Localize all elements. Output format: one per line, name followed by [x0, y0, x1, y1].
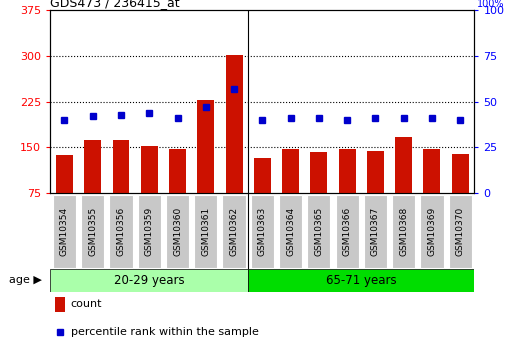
FancyBboxPatch shape	[223, 195, 246, 268]
Text: GSM10363: GSM10363	[258, 207, 267, 256]
FancyBboxPatch shape	[279, 195, 302, 268]
FancyBboxPatch shape	[335, 195, 359, 268]
Text: GDS473 / 236415_at: GDS473 / 236415_at	[50, 0, 180, 9]
Bar	[112, 140, 129, 193]
Text: GSM10366: GSM10366	[343, 207, 351, 256]
FancyBboxPatch shape	[109, 195, 132, 268]
Text: GSM10359: GSM10359	[145, 207, 154, 256]
FancyBboxPatch shape	[251, 195, 274, 268]
Text: percentile rank within the sample: percentile rank within the sample	[70, 327, 259, 337]
Bar	[254, 158, 271, 193]
Bar	[282, 149, 299, 193]
Text: GSM10361: GSM10361	[201, 207, 210, 256]
FancyBboxPatch shape	[194, 195, 217, 268]
FancyBboxPatch shape	[53, 195, 76, 268]
FancyBboxPatch shape	[392, 195, 416, 268]
Text: GSM10365: GSM10365	[314, 207, 323, 256]
FancyBboxPatch shape	[448, 195, 472, 268]
Text: GSM10368: GSM10368	[399, 207, 408, 256]
Bar	[141, 146, 158, 193]
Bar	[452, 154, 469, 193]
Text: count: count	[70, 299, 102, 309]
Text: age ▶: age ▶	[9, 275, 42, 285]
Text: GSM10369: GSM10369	[428, 207, 436, 256]
Text: GSM10354: GSM10354	[60, 207, 69, 256]
Bar	[84, 140, 101, 193]
Text: GSM10367: GSM10367	[371, 207, 380, 256]
FancyBboxPatch shape	[307, 195, 331, 268]
Text: 20-29 years: 20-29 years	[114, 274, 184, 287]
Bar	[423, 149, 440, 193]
Text: 100%: 100%	[477, 0, 505, 9]
Bar	[226, 55, 243, 193]
Text: GSM10364: GSM10364	[286, 207, 295, 256]
Bar	[339, 149, 356, 193]
Text: GSM10362: GSM10362	[229, 207, 239, 256]
Text: GSM10355: GSM10355	[89, 207, 97, 256]
Bar	[50, 269, 248, 292]
Bar	[248, 269, 474, 292]
Bar	[395, 137, 412, 193]
Bar	[55, 297, 65, 312]
FancyBboxPatch shape	[420, 195, 444, 268]
Bar	[367, 150, 384, 193]
Bar	[169, 149, 186, 193]
FancyBboxPatch shape	[138, 195, 161, 268]
Text: GSM10360: GSM10360	[173, 207, 182, 256]
Bar	[197, 100, 214, 193]
Text: 65-71 years: 65-71 years	[326, 274, 396, 287]
FancyBboxPatch shape	[364, 195, 387, 268]
Bar	[311, 152, 328, 193]
FancyBboxPatch shape	[166, 195, 189, 268]
Text: GSM10370: GSM10370	[456, 207, 465, 256]
Bar	[56, 155, 73, 193]
Text: GSM10356: GSM10356	[117, 207, 126, 256]
FancyBboxPatch shape	[81, 195, 104, 268]
